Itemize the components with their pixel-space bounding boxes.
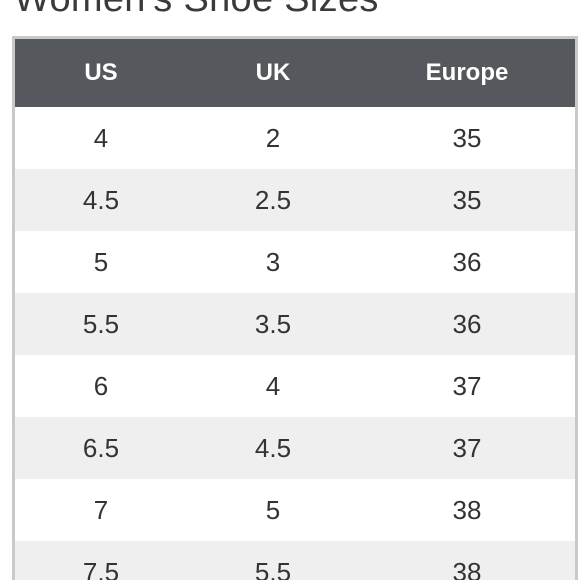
cell-europe: 38	[452, 494, 482, 525]
cell-uk: 3	[265, 246, 281, 277]
cell-us: 6	[93, 370, 109, 401]
cell-uk: 5	[265, 494, 281, 525]
cell-us: 5.5	[82, 308, 120, 339]
cell-europe: 35	[452, 122, 482, 153]
cell-uk: 3.5	[254, 308, 292, 339]
header-uk: UK	[255, 59, 291, 86]
table-row: 7 5 38	[15, 479, 575, 541]
cell-uk: 4	[265, 370, 281, 401]
table-row: 5 3 36	[15, 231, 575, 293]
table-header-row: US UK Europe	[15, 39, 575, 107]
cell-europe: 38	[452, 556, 482, 580]
cell-us: 7.5	[82, 556, 120, 580]
cell-europe: 37	[452, 432, 482, 463]
table-row: 4.5 2.5 35	[15, 169, 575, 231]
cell-us: 4.5	[82, 184, 120, 215]
table-row: 4 2 35	[15, 107, 575, 169]
table-row: 6.5 4.5 37	[15, 417, 575, 479]
cell-uk: 5.5	[254, 556, 292, 580]
shoe-size-table: US UK Europe 4 2 35 4.5 2.5 35 5 3 36 5.…	[12, 36, 578, 580]
cell-europe: 36	[452, 308, 482, 339]
cell-us: 4	[93, 122, 109, 153]
cell-us: 5	[93, 246, 109, 277]
cell-us: 7	[93, 494, 109, 525]
cell-uk: 2.5	[254, 184, 292, 215]
cell-uk: 2	[265, 122, 281, 153]
table-row: 7.5 5.5 38	[15, 541, 575, 580]
header-us: US	[84, 59, 118, 86]
table-row: 5.5 3.5 36	[15, 293, 575, 355]
table-row: 6 4 37	[15, 355, 575, 417]
cell-europe: 37	[452, 370, 482, 401]
cell-us: 6.5	[82, 432, 120, 463]
cell-uk: 4.5	[254, 432, 292, 463]
header-europe: Europe	[425, 59, 509, 86]
cell-europe: 36	[452, 246, 482, 277]
cell-europe: 35	[452, 184, 482, 215]
page-title: Women's Shoe Sizes	[14, 0, 379, 21]
